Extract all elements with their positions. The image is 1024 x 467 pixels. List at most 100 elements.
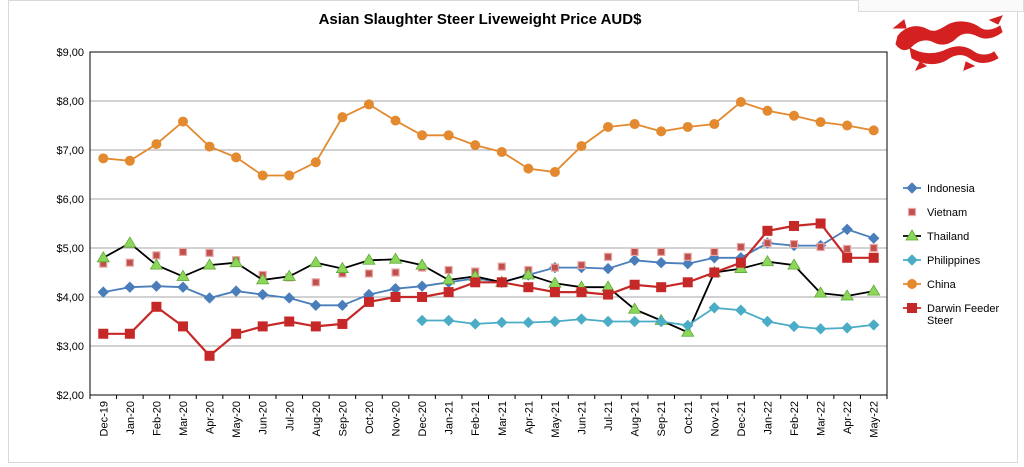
data-point (868, 319, 880, 331)
legend-label: Philippines (927, 255, 981, 267)
data-point (417, 130, 428, 141)
data-point (283, 292, 295, 304)
data-point (736, 242, 745, 252)
data-point (629, 119, 640, 130)
data-point (363, 296, 374, 307)
y-tick-label: $5,00 (56, 243, 84, 255)
legend-item: China (903, 279, 957, 291)
data-point (842, 252, 853, 263)
data-point (496, 146, 507, 157)
data-point (390, 292, 401, 302)
data-point (709, 119, 720, 130)
data-point (337, 112, 348, 123)
data-point (229, 255, 243, 268)
data-point (683, 252, 692, 261)
data-point (97, 286, 109, 298)
series-line (103, 100, 874, 177)
data-point (629, 279, 640, 290)
data-point (151, 301, 162, 312)
y-tick-label: $7,00 (56, 145, 84, 157)
data-point (603, 121, 614, 132)
data-point (868, 252, 879, 263)
data-point (549, 287, 560, 298)
x-tick-label: May-21 (550, 401, 562, 438)
x-tick-label: Feb-20 (151, 401, 163, 436)
legend-item: Philippines (903, 254, 981, 267)
data-point (761, 315, 774, 328)
data-point (762, 225, 773, 236)
data-point (842, 120, 853, 131)
y-tick-label: $9,00 (56, 47, 84, 59)
data-point (443, 130, 454, 141)
data-point (907, 279, 917, 289)
data-point (335, 261, 350, 273)
x-tick-label: Jul-20 (284, 401, 296, 431)
data-point (416, 280, 428, 292)
data-point (416, 314, 428, 327)
data-point (310, 321, 321, 332)
x-tick-label: Feb-21 (470, 401, 482, 436)
data-point (496, 277, 507, 288)
x-tick-label: Sep-20 (337, 401, 349, 436)
data-point (151, 139, 162, 150)
data-point (364, 269, 374, 278)
legend-label: Darwin Feeder (927, 303, 999, 315)
y-tick-label: $3,00 (56, 341, 84, 353)
x-tick-label: Apr-21 (523, 401, 535, 434)
y-tick-label: $6,00 (56, 194, 84, 206)
x-tick-label: Oct-20 (364, 401, 376, 434)
data-point (789, 220, 800, 231)
data-point (204, 141, 215, 152)
data-point (282, 269, 296, 281)
data-point (868, 125, 879, 136)
x-tick-label: May-20 (231, 401, 243, 438)
data-point (907, 303, 917, 313)
data-point (98, 153, 109, 164)
data-point (176, 269, 190, 281)
x-tick-label: Jun-21 (576, 401, 588, 435)
data-point (550, 263, 560, 272)
data-point (98, 328, 109, 339)
data-point (415, 258, 429, 270)
data-point (202, 258, 217, 270)
data-point (682, 257, 694, 270)
data-point (814, 323, 827, 335)
data-point (906, 254, 918, 266)
x-tick-label: Nov-20 (391, 401, 403, 436)
legend: Indonesia Vietnam Thailand Philippines China… (903, 182, 999, 327)
data-point (496, 316, 508, 329)
series-philippines (416, 302, 880, 335)
data-point (96, 251, 110, 263)
x-tick-label: Jan-21 (444, 401, 456, 435)
x-tick-label: Apr-20 (205, 401, 217, 434)
legend-label: Steer (927, 315, 954, 327)
data-point (205, 248, 214, 257)
data-point (602, 315, 614, 328)
data-point (577, 261, 586, 270)
x-tick-label: Dec-21 (736, 401, 748, 436)
data-point (311, 278, 320, 287)
series-line (103, 222, 874, 358)
data-point (470, 140, 481, 151)
data-point (576, 287, 587, 298)
data-point (789, 110, 800, 121)
data-point (284, 170, 295, 181)
data-point (735, 96, 746, 107)
data-point (417, 292, 428, 302)
data-point (125, 258, 134, 267)
legend-label: Indonesia (927, 183, 976, 195)
data-point (682, 121, 693, 132)
legend-label: Thailand (927, 231, 969, 243)
y-tick-label: $2,00 (56, 390, 84, 402)
data-point (231, 328, 242, 339)
series-layer (96, 96, 881, 361)
data-point (762, 105, 773, 116)
data-point (256, 288, 269, 301)
x-tick-label: Jun-20 (258, 401, 270, 435)
data-point (906, 182, 918, 194)
data-point (178, 247, 188, 257)
data-point (521, 268, 536, 280)
data-point (470, 277, 481, 288)
data-point (177, 116, 188, 127)
